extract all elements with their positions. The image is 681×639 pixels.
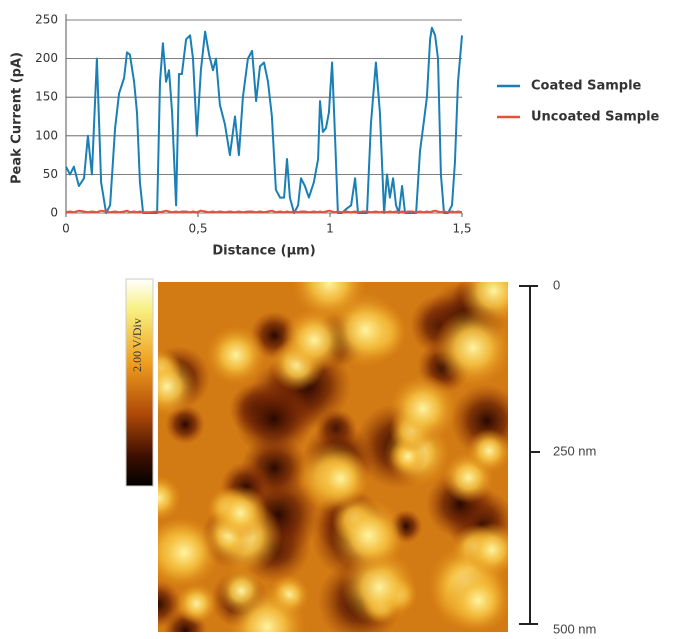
scale-label: 250 nm xyxy=(553,443,596,458)
x-tick-label: 0 xyxy=(62,222,70,236)
afm-grain xyxy=(213,485,268,541)
y-tick-label: 100 xyxy=(35,128,58,142)
legend-label: Coated Sample xyxy=(531,79,642,94)
afm-grain xyxy=(388,374,458,444)
afm-grain xyxy=(175,582,218,625)
series-line xyxy=(65,26,463,214)
x-axis-label: Distance (µm) xyxy=(212,244,315,259)
afm-grain xyxy=(281,307,347,373)
afm-grain xyxy=(158,356,198,417)
scale-label: 0 xyxy=(553,277,560,292)
afm-texture xyxy=(158,282,508,632)
afm-grain xyxy=(458,282,508,326)
afm-grain xyxy=(205,324,267,386)
afm-grain xyxy=(466,428,508,473)
y-tick-label: 0 xyxy=(50,206,58,220)
afm-image: 2.00 V/Div 0 250 nm 500 nm xyxy=(125,277,596,636)
colorbar-label: 2.00 V/Div xyxy=(130,318,144,372)
line-chart: Peak Current (pA) Distance (µm) 0 50 100 15… xyxy=(10,13,660,259)
afm-grain xyxy=(158,516,221,589)
y-tick-label: 50 xyxy=(43,167,58,181)
x-tick-label: 1,5 xyxy=(452,222,471,236)
afm-grain xyxy=(158,474,182,521)
afm-pit xyxy=(234,380,313,458)
y-tick-label: 250 xyxy=(35,13,58,27)
afm-grain xyxy=(227,587,307,632)
afm-grain xyxy=(445,567,508,632)
y-tick-label: 150 xyxy=(35,90,58,104)
afm-grain xyxy=(433,308,508,388)
x-tick-label: 0,5 xyxy=(188,222,207,236)
x-tick-label: 1 xyxy=(326,222,334,236)
scale-label: 500 nm xyxy=(553,621,596,636)
colorbar xyxy=(125,278,154,487)
y-axis-label: Peak Current (pA) xyxy=(10,52,25,184)
legend-label: Uncoated Sample xyxy=(531,110,660,125)
y-tick-label: 200 xyxy=(35,51,58,65)
afm-grain xyxy=(311,449,370,508)
afm-grain xyxy=(330,497,407,574)
afm-grain xyxy=(464,522,508,577)
series-line xyxy=(65,209,463,214)
